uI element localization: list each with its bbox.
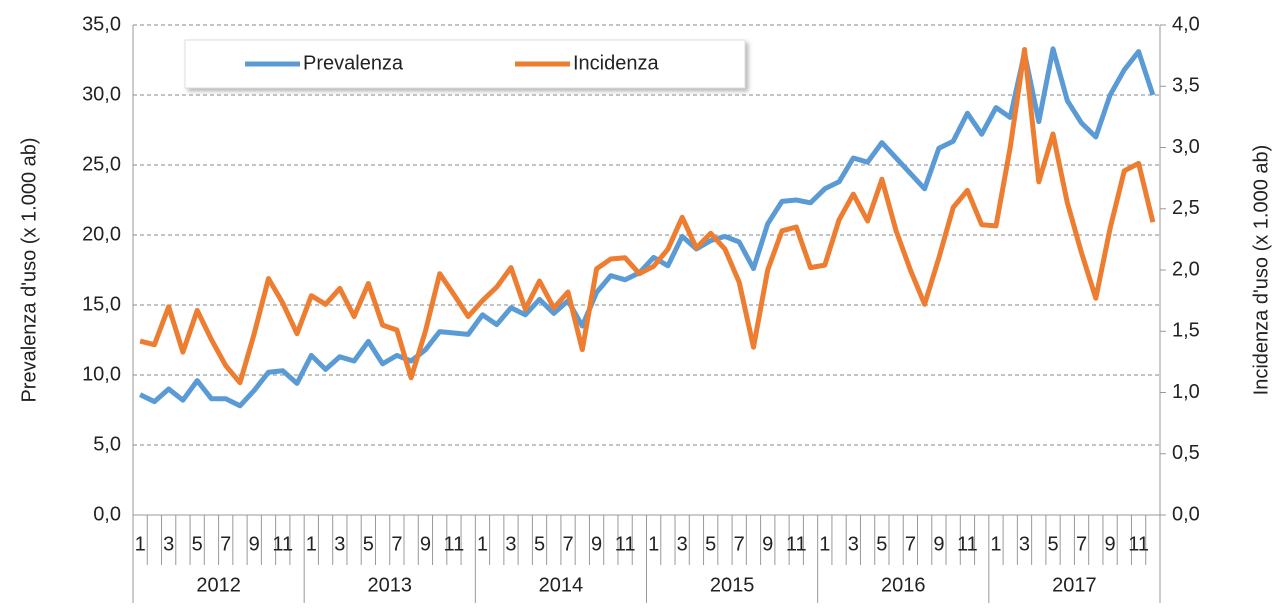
y2-axis-title: Incidenza d'uso (x 1.000 ab) [1250, 145, 1272, 396]
year-label: 2015 [710, 574, 755, 596]
x-tick-label: 1 [135, 533, 146, 555]
y-axis-title: Prevalenza d'uso (x 1.000 ab) [18, 137, 40, 402]
year-label: 2014 [539, 574, 584, 596]
year-label: 2013 [368, 574, 413, 596]
y-tick-label: 5,0 [93, 433, 121, 455]
y-tick-label: 25,0 [82, 153, 121, 175]
y-tick-label: 30,0 [82, 83, 121, 105]
y-tick-label: 0,0 [93, 503, 121, 525]
x-tick-label: 1 [819, 533, 830, 555]
x-tick-label: 7 [734, 533, 745, 555]
x-tick-label: 7 [391, 533, 402, 555]
y2-tick-label: 1,0 [1172, 381, 1200, 403]
x-tick-label: 11 [444, 533, 465, 555]
x-tick-label: 5 [1047, 533, 1058, 555]
year-label: 2012 [196, 574, 241, 596]
x-tick-label: 7 [562, 533, 573, 555]
x-tick-label: 9 [762, 533, 773, 555]
x-tick-label: 3 [334, 533, 345, 555]
x-tick-label: 5 [876, 533, 887, 555]
x-tick-label: 7 [905, 533, 916, 555]
x-tick-label: 7 [1076, 533, 1087, 555]
year-label: 2016 [881, 574, 926, 596]
x-tick-label: 11 [615, 533, 636, 555]
series-line [139, 46, 1156, 409]
x-tick-label: 5 [705, 533, 716, 555]
x-tick-label: 9 [1105, 533, 1116, 555]
y2-tick-label: 1,5 [1172, 320, 1200, 342]
series-line [139, 47, 1156, 386]
y-tick-label: 35,0 [82, 13, 121, 35]
x-tick-label: 9 [420, 533, 431, 555]
x-tick-label: 3 [677, 533, 688, 555]
x-tick-label: 1 [990, 533, 1001, 555]
y2-tick-label: 2,0 [1172, 258, 1200, 280]
x-tick-label: 7 [220, 533, 231, 555]
x-tick-label: 3 [163, 533, 174, 555]
y-tick-label: 20,0 [82, 223, 121, 245]
x-tick-label: 5 [192, 533, 203, 555]
x-tick-label: 3 [848, 533, 859, 555]
x-tick-label: 3 [505, 533, 516, 555]
y2-tick-label: 0,0 [1172, 503, 1200, 525]
x-tick-label: 5 [363, 533, 374, 555]
legend-label: Prevalenza [303, 52, 404, 74]
y-tick-label: 15,0 [82, 293, 121, 315]
x-tick-label: 5 [534, 533, 545, 555]
x-tick-label: 11 [957, 533, 978, 555]
x-tick-label: 3 [1019, 533, 1030, 555]
y2-tick-label: 2,5 [1172, 197, 1200, 219]
x-tick-label: 11 [786, 533, 807, 555]
x-tick-label: 11 [272, 533, 293, 555]
y2-tick-label: 3,0 [1172, 136, 1200, 158]
y2-tick-label: 4,0 [1172, 13, 1200, 35]
legend-label: Incidenza [573, 52, 659, 74]
year-label: 2017 [1052, 574, 1097, 596]
x-tick-label: 9 [933, 533, 944, 555]
y2-tick-label: 0,5 [1172, 442, 1200, 464]
x-tick-label: 1 [477, 533, 488, 555]
x-tick-label: 9 [591, 533, 602, 555]
x-tick-label: 1 [648, 533, 659, 555]
x-tick-label: 9 [249, 533, 260, 555]
y2-tick-label: 3,5 [1172, 75, 1200, 97]
x-tick-label: 11 [1128, 533, 1149, 555]
y-tick-label: 10,0 [82, 363, 121, 385]
x-tick-label: 1 [306, 533, 317, 555]
